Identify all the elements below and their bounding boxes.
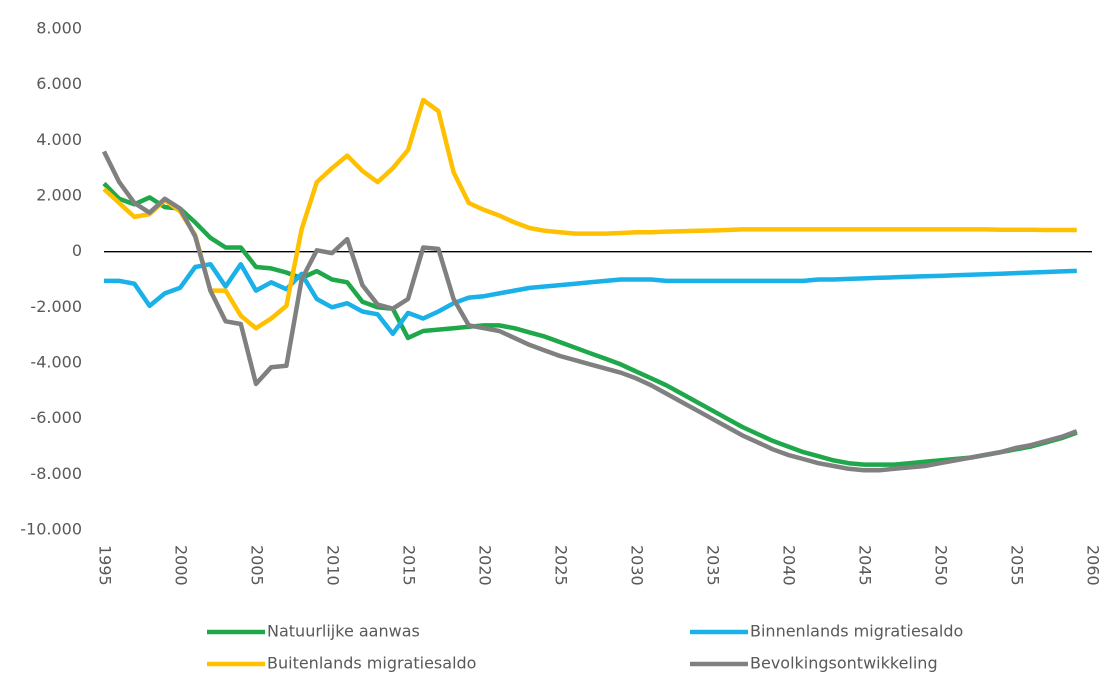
y-tick-label: -10.000 (20, 520, 82, 539)
x-tick-label: 2055 (1008, 545, 1027, 586)
y-tick-label: -4.000 (30, 353, 82, 372)
x-tick-label: 2050 (932, 545, 951, 586)
x-tick-label: 2005 (248, 545, 267, 586)
legend-label: Bevolkingsontwikkeling (750, 654, 938, 673)
x-tick-label: 1995 (96, 545, 115, 586)
series-line (101, 150, 1078, 473)
x-tick-label: 2060 (1084, 545, 1102, 586)
y-tick-label: 0 (72, 241, 82, 260)
y-tick-label: -8.000 (30, 464, 82, 483)
x-tick-label: 2030 (628, 545, 647, 586)
x-tick-label: 2010 (324, 545, 343, 586)
legend-item: Bevolkingsontwikkeling (690, 654, 938, 673)
y-tick-label: -6.000 (30, 408, 82, 427)
legend-label: Binnenlands migratiesaldo (750, 622, 963, 641)
y-tick-label: 6.000 (36, 74, 82, 93)
legend-item: Natuurlijke aanwas (207, 622, 420, 641)
y-tick-label: -2.000 (30, 297, 82, 316)
x-tick-label: 2035 (704, 545, 723, 586)
legend-label: Natuurlijke aanwas (267, 622, 420, 641)
x-tick-label: 2020 (476, 545, 495, 586)
x-tick-label: 2045 (856, 545, 875, 586)
x-tick-label: 2040 (780, 545, 799, 586)
y-tick-label: 2.000 (36, 186, 82, 205)
y-tick-label: 8.000 (36, 19, 82, 38)
legend-label: Buitenlands migratiesaldo (267, 654, 476, 673)
series-line (102, 181, 1078, 467)
x-tick-label: 2025 (552, 545, 571, 586)
legend-item: Buitenlands migratiesaldo (207, 654, 476, 673)
x-tick-label: 2015 (400, 545, 419, 586)
series-line (104, 261, 1077, 337)
y-tick-label: 4.000 (36, 130, 82, 149)
series-line (102, 97, 1077, 331)
legend-item: Binnenlands migratiesaldo (690, 622, 963, 641)
x-tick-label: 2000 (172, 545, 191, 586)
